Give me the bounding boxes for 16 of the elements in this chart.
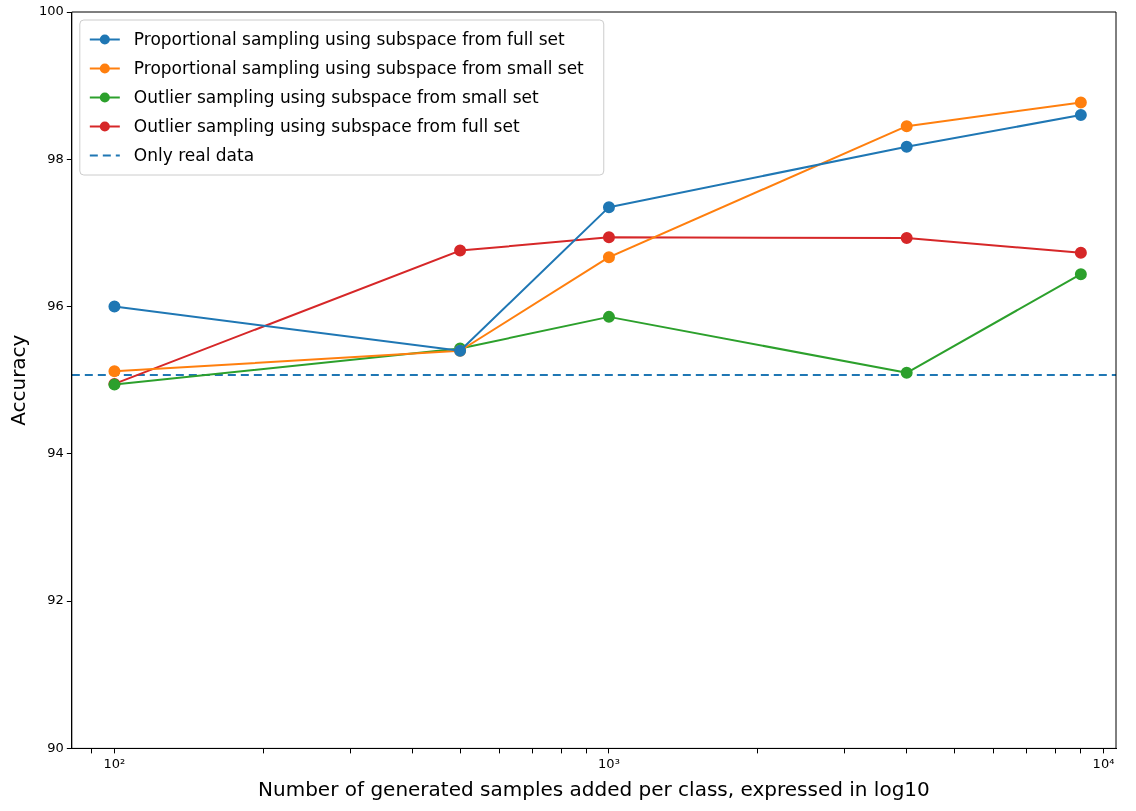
legend-label: Proportional sampling using subspace from small set: [133, 57, 585, 78]
x-tick-label: 10³: [598, 755, 620, 771]
x-tick-label: 10²: [103, 755, 126, 771]
legend-label: Outlier sampling using subspace from small set: [133, 86, 539, 107]
y-tick-label: 92: [47, 592, 64, 608]
y-tick-label: 96: [47, 297, 64, 313]
y-axis-title: Accuracy: [6, 334, 31, 426]
legend-label: Proportional sampling using subspace from full set: [133, 28, 566, 49]
legend-label: Outlier sampling using subspace from full set: [133, 115, 520, 136]
y-tick-label: 98: [47, 150, 64, 166]
legend-label: Only real data: [133, 144, 255, 165]
x-tick-label: 10⁴: [1092, 755, 1115, 771]
x-axis-title: Number of generated samples added per class, expressed in log10: [258, 777, 930, 802]
y-tick-label: 100: [38, 3, 64, 19]
y-tick-label: 90: [47, 739, 64, 755]
y-tick-label: 94: [47, 445, 64, 461]
